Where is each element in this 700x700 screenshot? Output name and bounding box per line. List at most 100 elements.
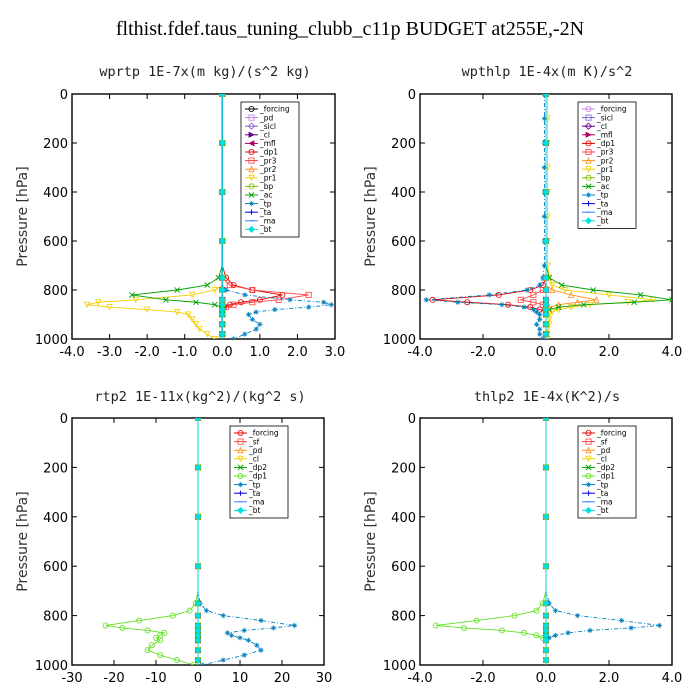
- data-point: [169, 612, 176, 619]
- y-tick-label: 400: [391, 511, 416, 526]
- legend-label: _cl: [596, 122, 607, 131]
- legend-marker: [585, 464, 592, 471]
- legend-label: _cl: [259, 131, 270, 140]
- y-tick-label: 1000: [35, 333, 68, 348]
- y-tick-label: 600: [43, 560, 68, 575]
- data-point: [542, 237, 550, 245]
- data-point: [253, 326, 259, 332]
- legend-label: _sf: [248, 437, 260, 446]
- legend-marker: [585, 157, 592, 164]
- legend-marker: [585, 482, 592, 488]
- x-tick-label: 3.0: [325, 345, 346, 360]
- legend-label: _forcing: [596, 105, 627, 114]
- data-point: [429, 296, 436, 303]
- legend-label: _cl: [596, 455, 607, 464]
- legend-marker: [585, 429, 592, 436]
- data-point: [533, 321, 540, 327]
- data-point: [218, 310, 226, 319]
- data-point: [541, 213, 548, 220]
- y-tick-label: 0: [408, 88, 416, 103]
- legend-label: _bt: [259, 225, 272, 234]
- data-point: [542, 612, 550, 620]
- data-point: [253, 309, 259, 315]
- data-point: [546, 635, 552, 641]
- data-point: [527, 304, 534, 311]
- data-point: [530, 307, 536, 313]
- data-point: [144, 627, 151, 634]
- data-point: [192, 321, 200, 328]
- legend-label: _pr2: [259, 165, 277, 174]
- data-point: [631, 299, 638, 306]
- legend-marker: [585, 192, 592, 198]
- data-point: [220, 613, 226, 619]
- legend-marker: [237, 429, 244, 436]
- data-point: [549, 282, 556, 289]
- data-point: [258, 617, 264, 624]
- data-point: [605, 291, 613, 299]
- legend-label: _dp2: [248, 463, 267, 472]
- chart-panel-1: wprtp 1E-7x(m kg)/(s^2 kg) Pressure [hPa]…: [15, 64, 345, 360]
- data-point: [542, 274, 550, 282]
- data-point: [541, 164, 548, 171]
- data-point: [552, 608, 559, 614]
- data-point: [218, 286, 226, 294]
- data-point: [517, 296, 524, 303]
- legend: _forcing_sf_pd_cl_dp2_dp1_tp_ta_ma_bt: [577, 425, 637, 519]
- data-point: [190, 662, 197, 665]
- x-tick-label: 4.0: [662, 345, 683, 360]
- data-point: [619, 617, 625, 624]
- data-point: [542, 188, 550, 196]
- legend-label: _pd: [248, 446, 263, 455]
- legend: _forcing_pd_sicl_cl_mfl_dp1_pr3_pr2_pr1_…: [240, 101, 300, 238]
- data-point: [203, 608, 209, 614]
- data-point: [258, 647, 264, 653]
- data-point: [505, 301, 512, 308]
- x-tick-label: 10: [232, 671, 249, 686]
- y-tick-label: 0: [408, 412, 416, 427]
- data-point: [530, 291, 537, 298]
- data-point: [163, 296, 169, 303]
- data-point: [95, 299, 102, 306]
- data-point: [495, 291, 502, 298]
- data-point: [218, 188, 226, 196]
- legend-label: _bp: [596, 174, 611, 183]
- series-line-dp1: [435, 418, 547, 665]
- data-point: [226, 282, 233, 289]
- data-point: [533, 607, 540, 614]
- legend-marker: [584, 217, 593, 225]
- series-line-tp: [426, 94, 545, 339]
- data-point: [287, 297, 293, 303]
- x-tick-label: 30: [316, 671, 333, 686]
- data-point: [218, 139, 226, 147]
- data-point: [486, 292, 492, 298]
- legend-marker: [248, 131, 255, 138]
- legend-marker: [585, 166, 592, 173]
- y-tick-label: 0: [60, 88, 68, 103]
- legend-marker: [585, 455, 592, 463]
- legend-label: _pd: [596, 446, 611, 455]
- data-point: [249, 316, 255, 322]
- data-point: [211, 286, 219, 294]
- y-axis-label: Pressure [hPa]: [15, 166, 31, 266]
- data-point: [542, 599, 550, 607]
- y-tick-label: 600: [43, 235, 68, 250]
- data-point: [542, 562, 550, 570]
- legend-label: _pr3: [259, 156, 277, 165]
- legend-label: _ma: [596, 208, 613, 217]
- data-point: [558, 282, 565, 289]
- legend-marker: [237, 455, 244, 463]
- data-point: [242, 292, 248, 298]
- y-tick-label: 400: [43, 186, 68, 201]
- chart-panel-3: rtp2 1E-11x(kg^2)/(kg^2 s) Pressure [hPa]…: [15, 389, 332, 686]
- legend-marker: [248, 209, 255, 215]
- data-point: [541, 262, 548, 269]
- y-tick-label: 600: [391, 235, 416, 250]
- legend-marker: [248, 157, 255, 164]
- legend-marker: [248, 201, 255, 207]
- data-point: [185, 311, 192, 318]
- series-line-dp1: [432, 94, 547, 339]
- data-point: [669, 296, 672, 303]
- legend-marker: [247, 122, 256, 130]
- series-line-ac: [132, 94, 223, 339]
